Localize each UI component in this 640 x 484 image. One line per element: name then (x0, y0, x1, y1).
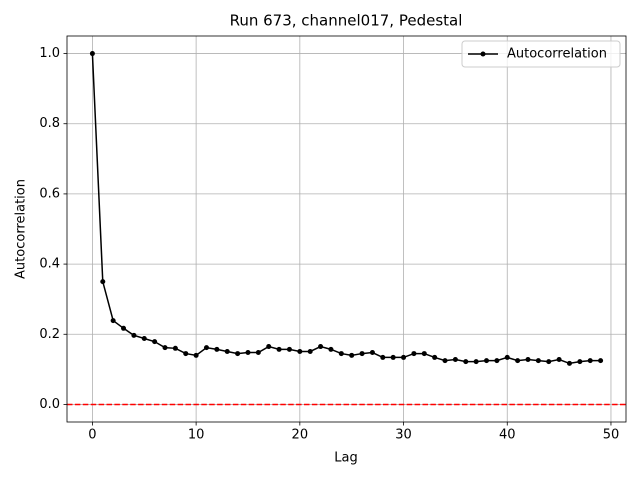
data-point (504, 354, 510, 360)
data-point (193, 352, 199, 358)
x-tick-label: 30 (395, 428, 412, 443)
data-point (484, 358, 490, 364)
data-point (172, 345, 178, 351)
data-point (473, 359, 479, 365)
data-point (598, 358, 604, 364)
data-point (577, 359, 583, 365)
y-tick-label: 0.2 (39, 327, 60, 342)
data-point (152, 339, 158, 345)
data-point (421, 351, 427, 357)
data-point (245, 350, 251, 356)
data-point (255, 350, 261, 356)
data-point (369, 350, 375, 356)
data-point (587, 358, 593, 364)
data-point (131, 332, 137, 338)
y-tick-label: 0.0 (39, 397, 60, 412)
data-point (463, 359, 469, 365)
data-point (411, 351, 417, 357)
plot-frame (66, 35, 627, 423)
x-tick-label: 20 (292, 428, 309, 443)
data-point (141, 335, 147, 341)
data-point (286, 346, 292, 352)
x-tick-label: 50 (603, 428, 620, 443)
data-point (276, 346, 282, 352)
data-point (566, 360, 572, 366)
x-tick-label: 10 (188, 428, 205, 443)
data-point (338, 351, 344, 357)
data-point (121, 325, 127, 331)
data-point (556, 357, 562, 363)
y-tick-label: 0.6 (39, 186, 60, 201)
y-tick-label: 0.8 (39, 116, 60, 131)
data-point (183, 351, 189, 357)
data-point (525, 357, 531, 363)
data-point (100, 279, 106, 285)
data-point (515, 358, 521, 364)
data-point (224, 348, 230, 354)
data-point (380, 354, 386, 360)
data-point (401, 354, 407, 360)
data-point (162, 345, 168, 351)
legend-box (461, 40, 621, 68)
data-point (432, 354, 438, 360)
legend-marker (480, 51, 486, 57)
data-point (546, 359, 552, 365)
data-point (235, 351, 241, 357)
data-point (328, 346, 334, 352)
x-tick-label: 40 (499, 428, 516, 443)
data-point (349, 352, 355, 358)
x-axis-label: Lag (334, 451, 357, 466)
data-point (110, 318, 116, 324)
data-point (89, 51, 95, 57)
y-tick-label: 1.0 (39, 46, 60, 61)
data-point (214, 346, 220, 352)
y-tick-label: 0.4 (39, 257, 60, 272)
data-point (359, 351, 365, 357)
data-point (297, 348, 303, 354)
data-point (494, 358, 500, 364)
data-point (390, 354, 396, 360)
data-point (535, 358, 541, 364)
x-tick-label: 0 (88, 428, 96, 443)
data-point (203, 345, 209, 351)
data-point (318, 344, 324, 350)
y-axis-label: Autocorrelation (14, 179, 29, 279)
data-point (266, 344, 272, 350)
data-point (307, 348, 313, 354)
data-point (452, 357, 458, 363)
data-point (442, 358, 448, 364)
legend-label: Autocorrelation (507, 47, 607, 62)
chart-title: Run 673, channel017, Pedestal (230, 12, 463, 30)
